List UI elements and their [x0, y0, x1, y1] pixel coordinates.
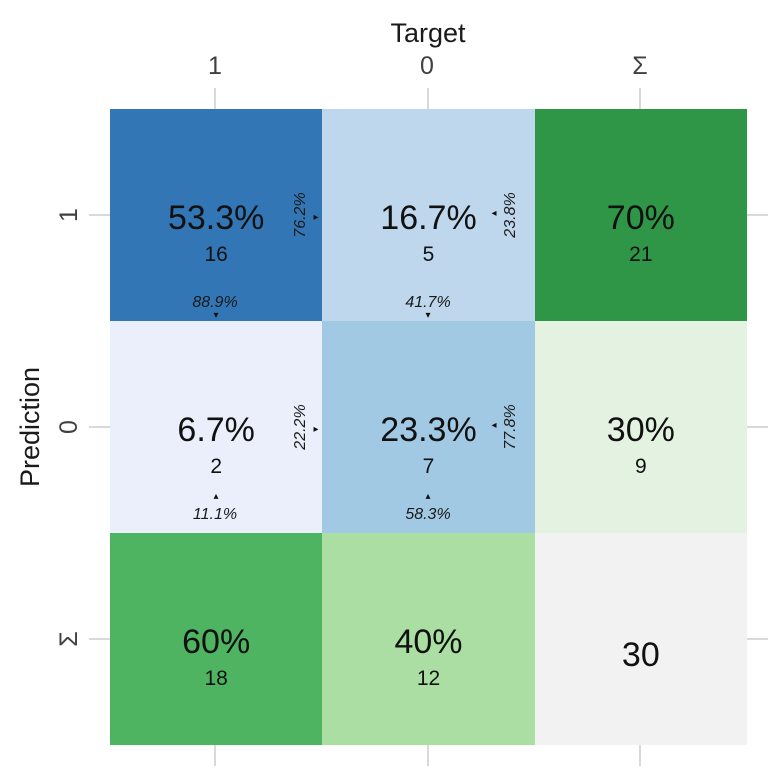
row-percent-label: 22.2% — [292, 404, 309, 450]
cell-pred-1-target-1: 53.3% 16 — [110, 109, 323, 321]
col-percent-label: 58.3% — [405, 506, 451, 523]
x-tick-label-0: 0 — [420, 52, 434, 80]
matrix-grid: 53.3% 16 16.7% 5 70% 21 6.7% 2 23.3% 7 3… — [110, 109, 747, 745]
y-axis-title: Prediction — [15, 366, 45, 488]
col-percent-label: 11.1% — [192, 506, 238, 523]
cell-count: 12 — [416, 666, 441, 690]
cell-count: 18 — [204, 666, 228, 690]
cell-pred-0-target-sum: 30% 9 — [534, 321, 747, 533]
axis-tick-right-0 — [747, 426, 768, 428]
cell-pred-1-target-sum: 70% 21 — [534, 109, 747, 321]
axis-tick-left-0 — [89, 426, 110, 428]
axis-tick-left-sum — [89, 638, 110, 640]
row-percent-label: 76.2% — [292, 192, 309, 238]
axis-tick-right-sum — [747, 638, 768, 640]
y-tick-label-1: 1 — [55, 208, 83, 222]
axis-tick-top-0 — [427, 88, 429, 109]
row-percent-label: 23.8% — [502, 192, 519, 238]
y-tick-label-sum: Σ — [55, 631, 83, 647]
cell-count: 2 — [210, 454, 222, 478]
x-axis-title: Target — [390, 18, 466, 48]
cell-pred-sum-target-sum: 30 — [534, 533, 747, 745]
cell-pred-sum-target-0: 40% 12 — [322, 533, 535, 745]
cell-percent: 40% — [394, 623, 463, 662]
cell-count: 7 — [422, 454, 435, 478]
arrow-down-icon: ▾ — [425, 310, 431, 321]
cell-count: 16 — [204, 242, 228, 266]
axis-tick-left-1 — [89, 214, 110, 216]
cell-percent: 23.3% — [380, 411, 477, 450]
x-tick-label-1: 1 — [208, 52, 222, 80]
cell-pred-0-target-0: 23.3% 7 — [322, 321, 535, 533]
cell-percent: 70% — [606, 199, 675, 238]
cell-percent: 16.7% — [380, 199, 477, 238]
col-percent-label: 88.9% — [192, 294, 238, 311]
axis-tick-top-1 — [214, 88, 216, 109]
arrow-up-icon: ▴ — [425, 491, 431, 502]
col-percent-label: 41.7% — [405, 294, 451, 311]
cell-percent: 60% — [182, 623, 251, 662]
arrow-right-icon: ▸ — [313, 424, 319, 435]
y-tick-label-0: 0 — [55, 420, 83, 434]
axis-tick-bottom-sum — [639, 745, 641, 766]
arrow-left-icon: ◂ — [491, 208, 497, 219]
cell-pred-1-target-0: 16.7% 5 — [322, 109, 535, 321]
cell-percent: 30 — [621, 635, 660, 674]
arrow-up-icon: ▴ — [213, 491, 219, 502]
axis-tick-bottom-1 — [214, 745, 216, 766]
row-percent-label: 77.8% — [502, 404, 519, 450]
axis-tick-right-1 — [747, 214, 768, 216]
cell-pred-0-target-1: 6.7% 2 — [110, 321, 323, 533]
arrow-down-icon: ▾ — [213, 310, 219, 321]
cell-pred-sum-target-1: 60% 18 — [110, 533, 323, 745]
cell-percent: 53.3% — [167, 199, 265, 238]
axis-tick-top-sum — [639, 88, 641, 109]
cell-percent: 6.7% — [177, 411, 255, 450]
arrow-right-icon: ▸ — [313, 212, 319, 223]
cell-count: 5 — [422, 242, 435, 266]
cell-count: 21 — [629, 242, 653, 266]
arrow-left-icon: ◂ — [491, 420, 497, 431]
axis-tick-bottom-0 — [427, 745, 429, 766]
cell-count: 9 — [634, 454, 647, 478]
cell-percent: 30% — [606, 411, 675, 450]
x-tick-label-sum: Σ — [632, 52, 648, 80]
